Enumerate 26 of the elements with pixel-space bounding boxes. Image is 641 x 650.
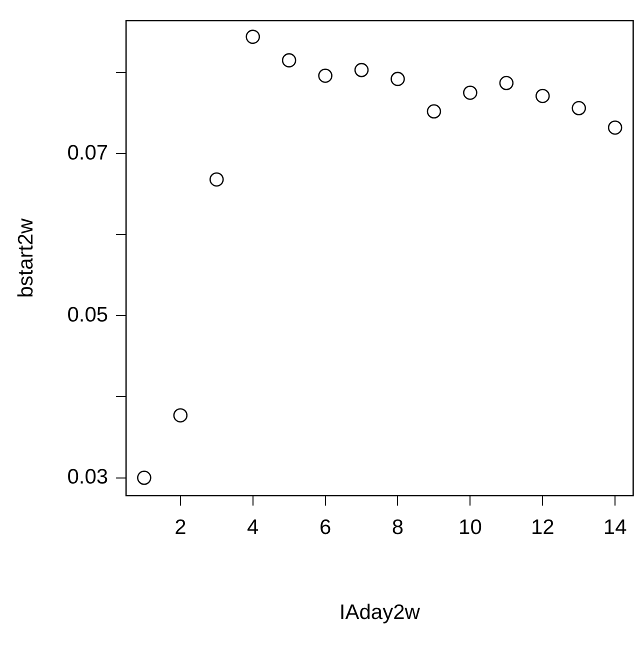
point (173, 408, 188, 423)
y-axis-title: bstart2w (14, 218, 38, 298)
x-tick-label: 14 (603, 516, 628, 539)
x-tick-label: 4 (247, 516, 260, 539)
x-tick-label: 2 (174, 516, 186, 539)
x-axis-title: IAday2w (339, 601, 421, 624)
point (572, 100, 586, 116)
y-tick-label: 0.07 (67, 141, 108, 164)
y-tick-label: 0.03 (67, 466, 108, 489)
x-tick-label: 6 (319, 516, 332, 539)
point (390, 72, 405, 86)
point (426, 104, 442, 119)
x-tick-label: 10 (458, 516, 482, 539)
point (499, 76, 514, 90)
point (137, 470, 152, 485)
point (246, 30, 260, 44)
point (282, 53, 296, 68)
point (463, 86, 478, 100)
x-tick-label: 8 (392, 516, 404, 539)
point (318, 68, 332, 83)
point (608, 120, 622, 135)
point (535, 88, 550, 104)
y-tick-label: 0.05 (67, 303, 108, 326)
point (354, 62, 369, 78)
x-tick-label: 12 (530, 516, 554, 539)
point (209, 172, 224, 187)
